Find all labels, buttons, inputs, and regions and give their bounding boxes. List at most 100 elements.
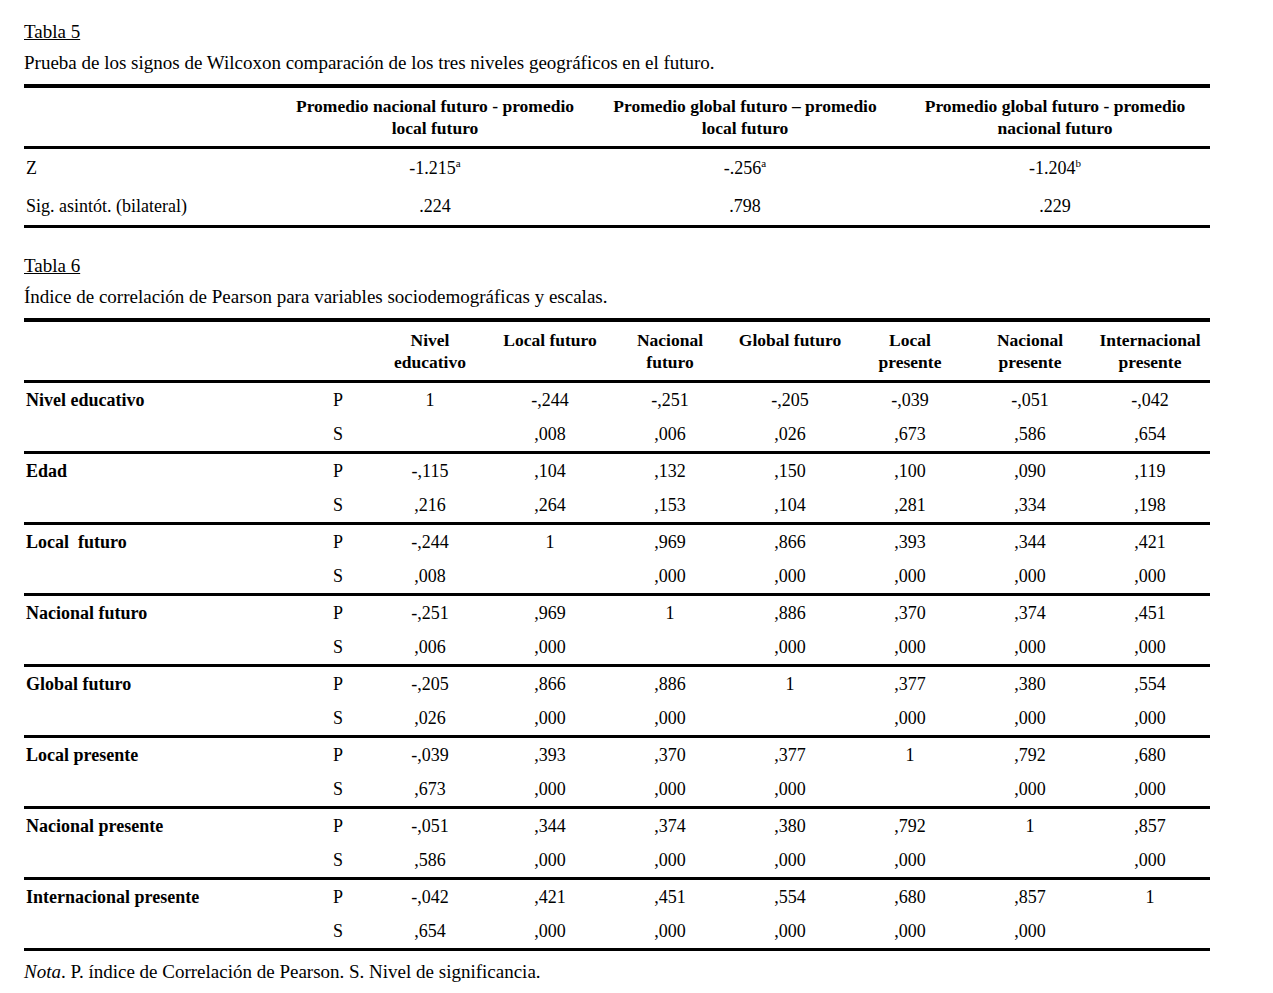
table-row-group: Global futuro P -,205 ,866 ,886 1 ,377 ,…: [24, 666, 1210, 737]
stat-type-cell: P: [306, 524, 370, 560]
value-cell: ,000: [1090, 701, 1210, 737]
table-note: Nota. P. índice de Correlación de Pearso…: [24, 960, 1210, 984]
table-row-group: Edad P -,115 ,104 ,132 ,150 ,100 ,090 ,1…: [24, 453, 1210, 524]
value-cell: ,370: [610, 737, 730, 773]
value-cell: ,000: [610, 843, 730, 879]
value-cell: -,039: [370, 737, 490, 773]
value-cell: -1.215a: [280, 148, 590, 188]
stat-type-cell: S: [306, 772, 370, 808]
table5-caption: Prueba de los signos de Wilcoxon compara…: [24, 51, 1210, 74]
value-cell: ,000: [850, 630, 970, 666]
value-cell: ,153: [610, 488, 730, 524]
value-cell: ,100: [850, 453, 970, 489]
value-cell: 1: [850, 737, 970, 773]
value-cell: ,586: [970, 417, 1090, 453]
note-label: Nota: [24, 961, 61, 982]
row-label: Nacional futuro: [24, 595, 306, 666]
value-cell: ,026: [370, 701, 490, 737]
table5-column-header: Promedio nacional futuro - promedio loca…: [280, 86, 590, 148]
stat-type-cell: S: [306, 843, 370, 879]
value-cell: ,000: [1090, 559, 1210, 595]
value-cell: 1: [730, 666, 850, 702]
value-cell: ,119: [1090, 453, 1210, 489]
value-cell: [610, 630, 730, 666]
table6-column-header: Global futuro: [730, 320, 850, 382]
value-cell: 1: [970, 808, 1090, 844]
value-cell: ,673: [370, 772, 490, 808]
value-cell: ,393: [850, 524, 970, 560]
value-cell: ,377: [850, 666, 970, 702]
value-cell: ,000: [730, 914, 850, 950]
stat-type-cell: P: [306, 595, 370, 631]
value-cell: ,374: [610, 808, 730, 844]
value-cell: 1: [490, 524, 610, 560]
value-cell: ,886: [730, 595, 850, 631]
value-cell: ,104: [490, 453, 610, 489]
value-cell: [850, 772, 970, 808]
row-label: Edad: [24, 453, 306, 524]
table-row: Local futuro P -,244 1 ,969 ,866 ,393 ,3…: [24, 524, 1210, 560]
value-cell: ,421: [1090, 524, 1210, 560]
stat-value: -1.215: [409, 158, 456, 178]
value-cell: ,000: [730, 843, 850, 879]
stat-type-cell: S: [306, 630, 370, 666]
value-cell: ,000: [1090, 772, 1210, 808]
value-cell: ,000: [490, 843, 610, 879]
table6-column-header: Nacional futuro: [610, 320, 730, 382]
value-cell: -,251: [610, 382, 730, 418]
table-row-group: Nivel educativo P 1 -,244 -,251 -,205 -,…: [24, 382, 1210, 453]
value-cell: ,554: [730, 879, 850, 915]
value-cell: ,654: [370, 914, 490, 950]
value-cell: -,251: [370, 595, 490, 631]
value-cell: 1: [610, 595, 730, 631]
value-cell: ,000: [730, 630, 850, 666]
value-cell: ,000: [970, 701, 1090, 737]
correlation-table: Nivel educativo Local futuro Nacional fu…: [24, 318, 1210, 951]
table-row: Z -1.215a -.256a -1.204b: [24, 148, 1210, 188]
value-cell: -,051: [370, 808, 490, 844]
footnote-marker: a: [456, 157, 461, 169]
value-cell: ,000: [1090, 843, 1210, 879]
table-row: Sig. asintót. (bilateral) .224 .798 .229: [24, 187, 1210, 227]
table-row-group: Internacional presente P -,042 ,421 ,451…: [24, 879, 1210, 950]
table5-header-empty: [24, 86, 280, 148]
value-cell: ,654: [1090, 417, 1210, 453]
value-cell: -1.204b: [900, 148, 1210, 188]
wilcoxon-table: Promedio nacional futuro - promedio loca…: [24, 84, 1210, 228]
value-cell: ,000: [610, 772, 730, 808]
value-cell: -.256a: [590, 148, 900, 188]
value-cell: 1: [370, 382, 490, 418]
stat-type-cell: P: [306, 737, 370, 773]
value-cell: ,969: [610, 524, 730, 560]
value-cell: ,344: [490, 808, 610, 844]
stat-type-cell: P: [306, 808, 370, 844]
value-cell: ,393: [490, 737, 610, 773]
value-cell: ,000: [610, 701, 730, 737]
table6-header-empty: [306, 320, 370, 382]
table5-column-header: Promedio global futuro - promedio nacion…: [900, 86, 1210, 148]
value-cell: -,205: [730, 382, 850, 418]
table6-title: Tabla 6: [24, 254, 1210, 277]
value-cell: ,344: [970, 524, 1090, 560]
table6-caption: Índice de correlación de Pearson para va…: [24, 285, 1210, 308]
value-cell: ,150: [730, 453, 850, 489]
value-cell: -,042: [370, 879, 490, 915]
row-label: Nivel educativo: [24, 382, 306, 453]
value-cell: ,680: [850, 879, 970, 915]
row-label: Global futuro: [24, 666, 306, 737]
value-cell: ,216: [370, 488, 490, 524]
value-cell: ,421: [490, 879, 610, 915]
value-cell: -,042: [1090, 382, 1210, 418]
table-row-group: Local presente P -,039 ,393 ,370 ,377 1 …: [24, 737, 1210, 808]
footnote-marker: a: [761, 157, 766, 169]
value-cell: ,000: [610, 914, 730, 950]
value-cell: ,886: [610, 666, 730, 702]
value-cell: ,673: [850, 417, 970, 453]
table-row: Local presente P -,039 ,393 ,370 ,377 1 …: [24, 737, 1210, 773]
table5-title: Tabla 5: [24, 20, 1210, 43]
value-cell: -,244: [490, 382, 610, 418]
stat-type-cell: S: [306, 914, 370, 950]
value-cell: ,451: [1090, 595, 1210, 631]
table-row: Global futuro P -,205 ,866 ,886 1 ,377 ,…: [24, 666, 1210, 702]
table-row: Internacional presente P -,042 ,421 ,451…: [24, 879, 1210, 915]
